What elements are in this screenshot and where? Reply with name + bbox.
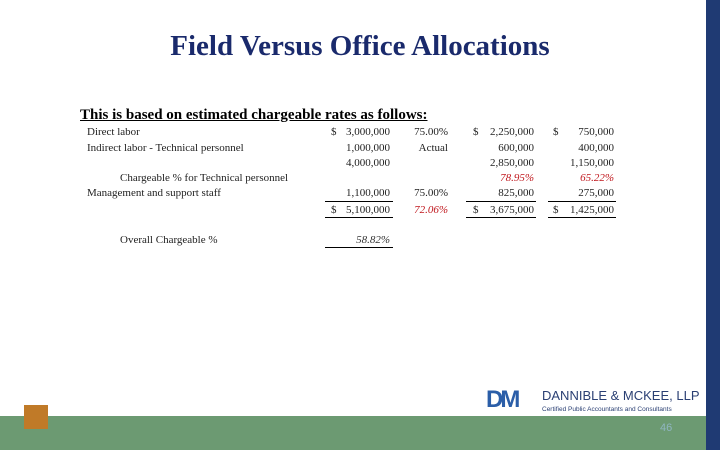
table-subtitle: This is based on estimated chargeable ra… <box>80 107 428 123</box>
row-label-management: Management and support staff <box>87 187 221 199</box>
indirect-labor-chargeable: 600,000 <box>498 142 534 154</box>
footer-square-decoration <box>24 405 48 429</box>
dollar-sign: $ <box>553 204 559 216</box>
direct-labor-nonchargeable: 750,000 <box>578 126 614 138</box>
subtotal-nonchargeable: 1,150,000 <box>570 157 614 169</box>
dollar-sign: $ <box>473 126 479 138</box>
footer-band <box>0 416 706 450</box>
dollar-sign: $ <box>553 126 559 138</box>
dollar-sign: $ <box>473 204 479 216</box>
grand-total-nonchargeable: 1,425,000 <box>570 204 614 216</box>
grand-total: 5,100,000 <box>346 204 390 216</box>
indirect-labor-nonchargeable: 400,000 <box>578 142 614 154</box>
row-label-direct-labor: Direct labor <box>87 126 140 138</box>
total-rule-line <box>325 201 393 202</box>
logo-tagline: Certified Public Accountants and Consult… <box>542 406 672 413</box>
total-rule-line <box>466 201 536 202</box>
row-label-indirect-labor: Indirect labor - Technical personnel <box>87 142 244 154</box>
direct-labor-total: 3,000,000 <box>346 126 390 138</box>
overall-underline <box>325 247 393 248</box>
chargeable-pct-nonchargeable: 65.22% <box>580 172 614 184</box>
page-title: Field Versus Office Allocations <box>170 30 550 62</box>
subtotal-chargeable: 2,850,000 <box>490 157 534 169</box>
management-chargeable: 825,000 <box>498 187 534 199</box>
overall-chargeable-value: 58.82% <box>356 234 390 246</box>
row-label-overall: Overall Chargeable % <box>120 234 218 246</box>
total-rule-line <box>548 201 616 202</box>
logo-name: DANNIBLE & MCKEE, LLP <box>542 388 700 403</box>
page-number: 46 <box>660 422 673 434</box>
grand-total-chargeable: 3,675,000 <box>490 204 534 216</box>
row-label-chargeable-pct: Chargeable % for Technical personnel <box>120 172 289 184</box>
total-underline <box>325 217 393 218</box>
management-nonchargeable: 275,000 <box>578 187 614 199</box>
logo-mark: DM <box>486 386 520 413</box>
subtotal-total: 4,000,000 <box>346 157 390 169</box>
direct-labor-chargeable: 2,250,000 <box>490 126 534 138</box>
management-rate: 75.00% <box>414 187 448 199</box>
indirect-labor-total: 1,000,000 <box>346 142 390 154</box>
dollar-sign: $ <box>331 126 337 138</box>
right-accent-bar <box>706 0 720 450</box>
management-total: 1,100,000 <box>346 187 390 199</box>
indirect-labor-rate: Actual <box>418 142 448 154</box>
direct-labor-rate: 75.00% <box>414 126 448 138</box>
total-underline <box>466 217 536 218</box>
dollar-sign: $ <box>331 204 337 216</box>
grand-total-rate: 72.06% <box>414 204 448 216</box>
total-underline <box>548 217 616 218</box>
chargeable-pct-chargeable: 78.95% <box>500 172 534 184</box>
